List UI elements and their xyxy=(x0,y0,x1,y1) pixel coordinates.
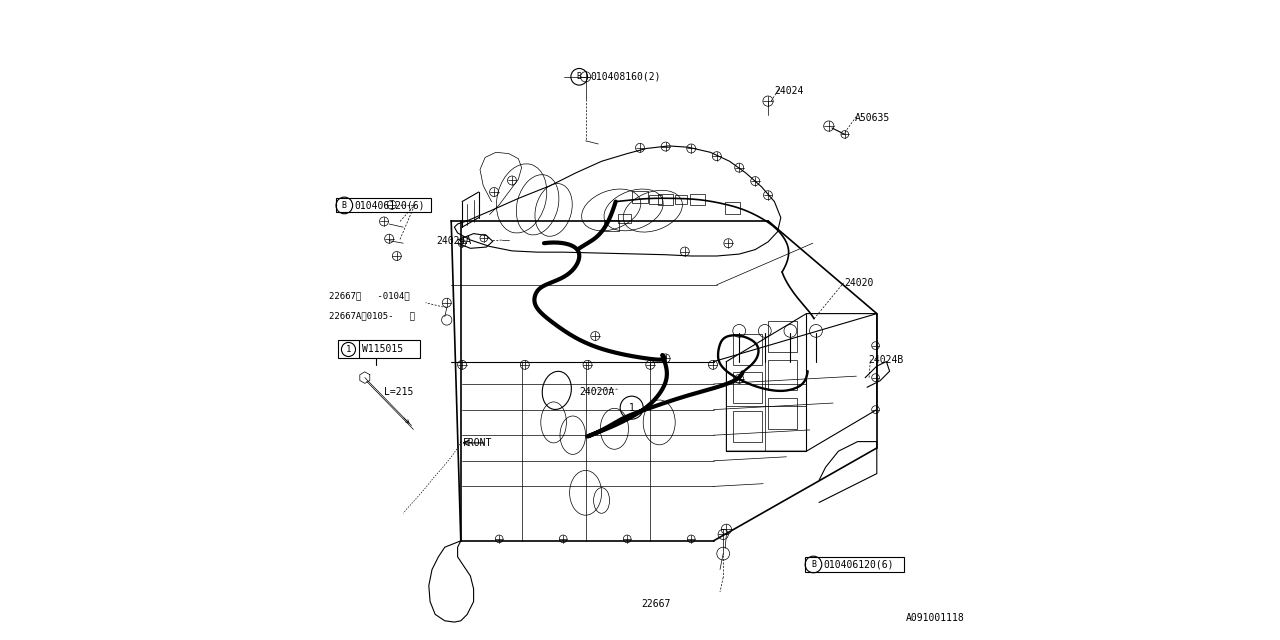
Bar xyxy=(335,198,430,212)
Text: 24024A: 24024A xyxy=(436,236,472,246)
Text: 1: 1 xyxy=(346,345,351,354)
Bar xyxy=(768,398,796,429)
Text: A091001118: A091001118 xyxy=(906,612,965,623)
Text: 24024: 24024 xyxy=(774,86,804,96)
Text: 24020: 24020 xyxy=(845,278,874,288)
Bar xyxy=(805,557,905,572)
Bar xyxy=(649,195,662,204)
Text: 1: 1 xyxy=(628,403,635,413)
Bar xyxy=(768,321,796,352)
Text: B: B xyxy=(342,201,347,210)
Text: W115015: W115015 xyxy=(362,344,403,355)
Bar xyxy=(768,360,796,390)
Text: 22667A＜0105-   ＞: 22667A＜0105- ＞ xyxy=(329,311,415,320)
Bar xyxy=(732,411,762,442)
Bar xyxy=(732,334,762,365)
Text: 010406120(6): 010406120(6) xyxy=(824,559,895,570)
Text: B: B xyxy=(577,72,581,81)
Text: 24024B: 24024B xyxy=(868,355,904,365)
Bar xyxy=(675,195,687,204)
Bar xyxy=(732,372,762,403)
Bar xyxy=(724,202,740,214)
Bar xyxy=(338,340,420,358)
Text: 22667＜   -0104＞: 22667＜ -0104＞ xyxy=(329,292,410,301)
Bar xyxy=(618,214,631,223)
Text: 24020A: 24020A xyxy=(580,387,614,397)
Bar xyxy=(604,220,620,231)
Text: 010408160(2): 010408160(2) xyxy=(590,72,660,82)
Bar xyxy=(690,194,705,205)
Text: L=215: L=215 xyxy=(384,387,413,397)
Text: FRONT: FRONT xyxy=(463,438,493,448)
Bar xyxy=(632,191,648,203)
Text: A50635: A50635 xyxy=(855,113,891,124)
Text: 22667: 22667 xyxy=(641,598,671,609)
Bar xyxy=(658,194,673,205)
Text: 010406120(6): 010406120(6) xyxy=(355,200,425,211)
Text: B: B xyxy=(812,560,815,569)
